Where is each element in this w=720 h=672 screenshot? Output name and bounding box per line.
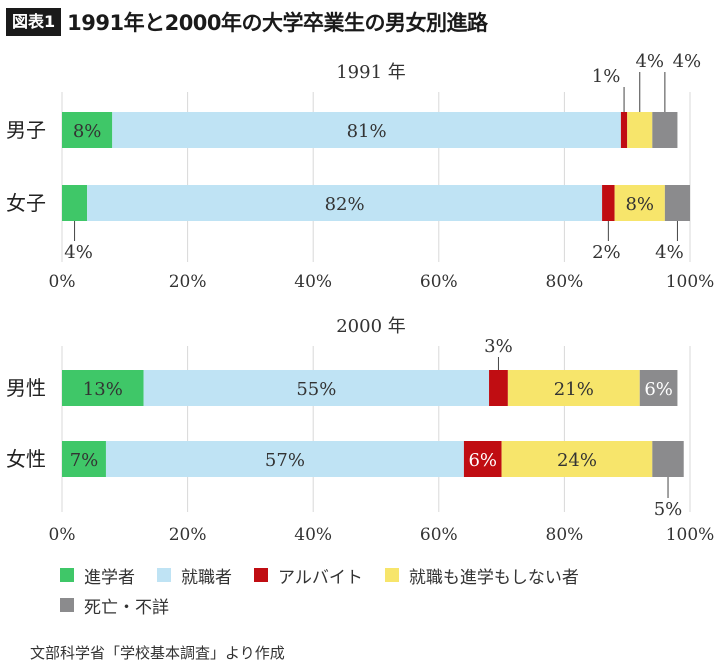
x-tick-label: 60% [420, 525, 458, 545]
bar-segment [614, 185, 665, 221]
x-tick-label: 100% [666, 525, 715, 545]
data-label: 7% [70, 450, 99, 471]
bar-segment [620, 112, 628, 148]
panel-title: 2000 年 [336, 316, 406, 337]
bar-segment [652, 112, 678, 148]
bar-segment [62, 370, 144, 406]
x-tick-label: 100% [666, 272, 715, 292]
chart-canvas: 1991 年 0% 20% 40% 60% 80% 100% 男子 8% 81% 1% 4% 4% 女子 4… [6, 51, 715, 545]
bar-segment [112, 112, 621, 148]
bar-segment [627, 112, 653, 148]
x-tick-label: 80% [546, 525, 584, 545]
panel-title: 1991 年 [336, 62, 406, 83]
bar-segment [489, 370, 508, 406]
data-label: 21% [554, 379, 594, 400]
source-note: 文部科学省「学校基本調査」より作成 [30, 644, 285, 662]
data-label: 3% [484, 336, 513, 357]
legend-swatch-parttime [254, 568, 268, 582]
bar-segment [463, 441, 502, 477]
legend-item: 進学者 [60, 563, 135, 588]
bar-segment [143, 370, 490, 406]
data-label: 4% [64, 242, 93, 263]
bar-segment [62, 441, 106, 477]
legend-row: 進学者 就職者 アルバイト 就職も進学もしない者 [60, 560, 700, 590]
data-label: 57% [265, 450, 305, 471]
data-label: 6% [644, 379, 673, 400]
x-tick-label: 40% [294, 272, 332, 292]
data-label: 8% [73, 121, 102, 142]
data-label: 81% [347, 121, 387, 142]
bar-segment [602, 185, 615, 221]
bar-segment [501, 441, 653, 477]
legend-label: 就職者 [181, 567, 232, 588]
category-label: 女性 [6, 447, 46, 471]
bar-segment [507, 370, 640, 406]
data-label: 13% [83, 379, 123, 400]
legend-swatch-unknown [60, 598, 74, 612]
legend-row: 死亡・不詳 [60, 590, 700, 620]
bar-segment [105, 441, 464, 477]
data-label: 24% [557, 450, 597, 471]
legend-item: 就職者 [157, 563, 232, 588]
legend-swatch-employed [157, 568, 171, 582]
legend-item: 死亡・不詳 [60, 593, 169, 618]
legend-label: 進学者 [84, 567, 135, 588]
legend-swatch-advance [60, 568, 74, 582]
chart-title: 1991年と2000年の大学卒業生の男女別進路 [67, 11, 488, 35]
data-label: 5% [654, 499, 683, 520]
legend-item: 就職も進学もしない者 [384, 563, 579, 588]
data-label: 1% [592, 66, 621, 87]
data-label: 82% [325, 194, 365, 215]
bar-segment [62, 112, 113, 148]
legend-label: 死亡・不詳 [84, 597, 169, 618]
bar-segment [62, 185, 88, 221]
x-tick-label: 20% [169, 525, 207, 545]
bar-segment [639, 370, 678, 406]
data-label: 6% [468, 450, 497, 471]
legend-label: アルバイト [278, 567, 363, 588]
x-tick-label: 0% [49, 272, 76, 292]
bar-segment [664, 185, 690, 221]
data-label: 2% [592, 242, 621, 263]
category-label: 男性 [6, 376, 46, 400]
x-tick-label: 20% [169, 272, 207, 292]
legend-swatch-neither [384, 568, 399, 582]
data-label: 4% [673, 51, 702, 72]
figure-badge: 図表1 [6, 8, 62, 36]
x-tick-label: 0% [49, 525, 76, 545]
category-label: 女子 [6, 191, 46, 215]
category-label: 男子 [6, 118, 46, 142]
legend-label: 就職も進学もしない者 [408, 567, 579, 588]
data-label: 55% [296, 379, 336, 400]
legend-item: アルバイト [254, 563, 363, 588]
x-tick-label: 80% [546, 272, 584, 292]
x-tick-label: 60% [420, 272, 458, 292]
data-label: 4% [635, 51, 664, 72]
x-tick-label: 40% [294, 525, 332, 545]
data-label: 8% [625, 194, 654, 215]
data-label: 4% [655, 242, 684, 263]
bar-segment [652, 441, 684, 477]
chart-header: 図表1 1991年と2000年の大学卒業生の男女別進路 [6, 6, 488, 38]
legend: 進学者 就職者 アルバイト 就職も進学もしない者 死亡・不詳 [60, 560, 700, 620]
bar-segment [87, 185, 603, 221]
